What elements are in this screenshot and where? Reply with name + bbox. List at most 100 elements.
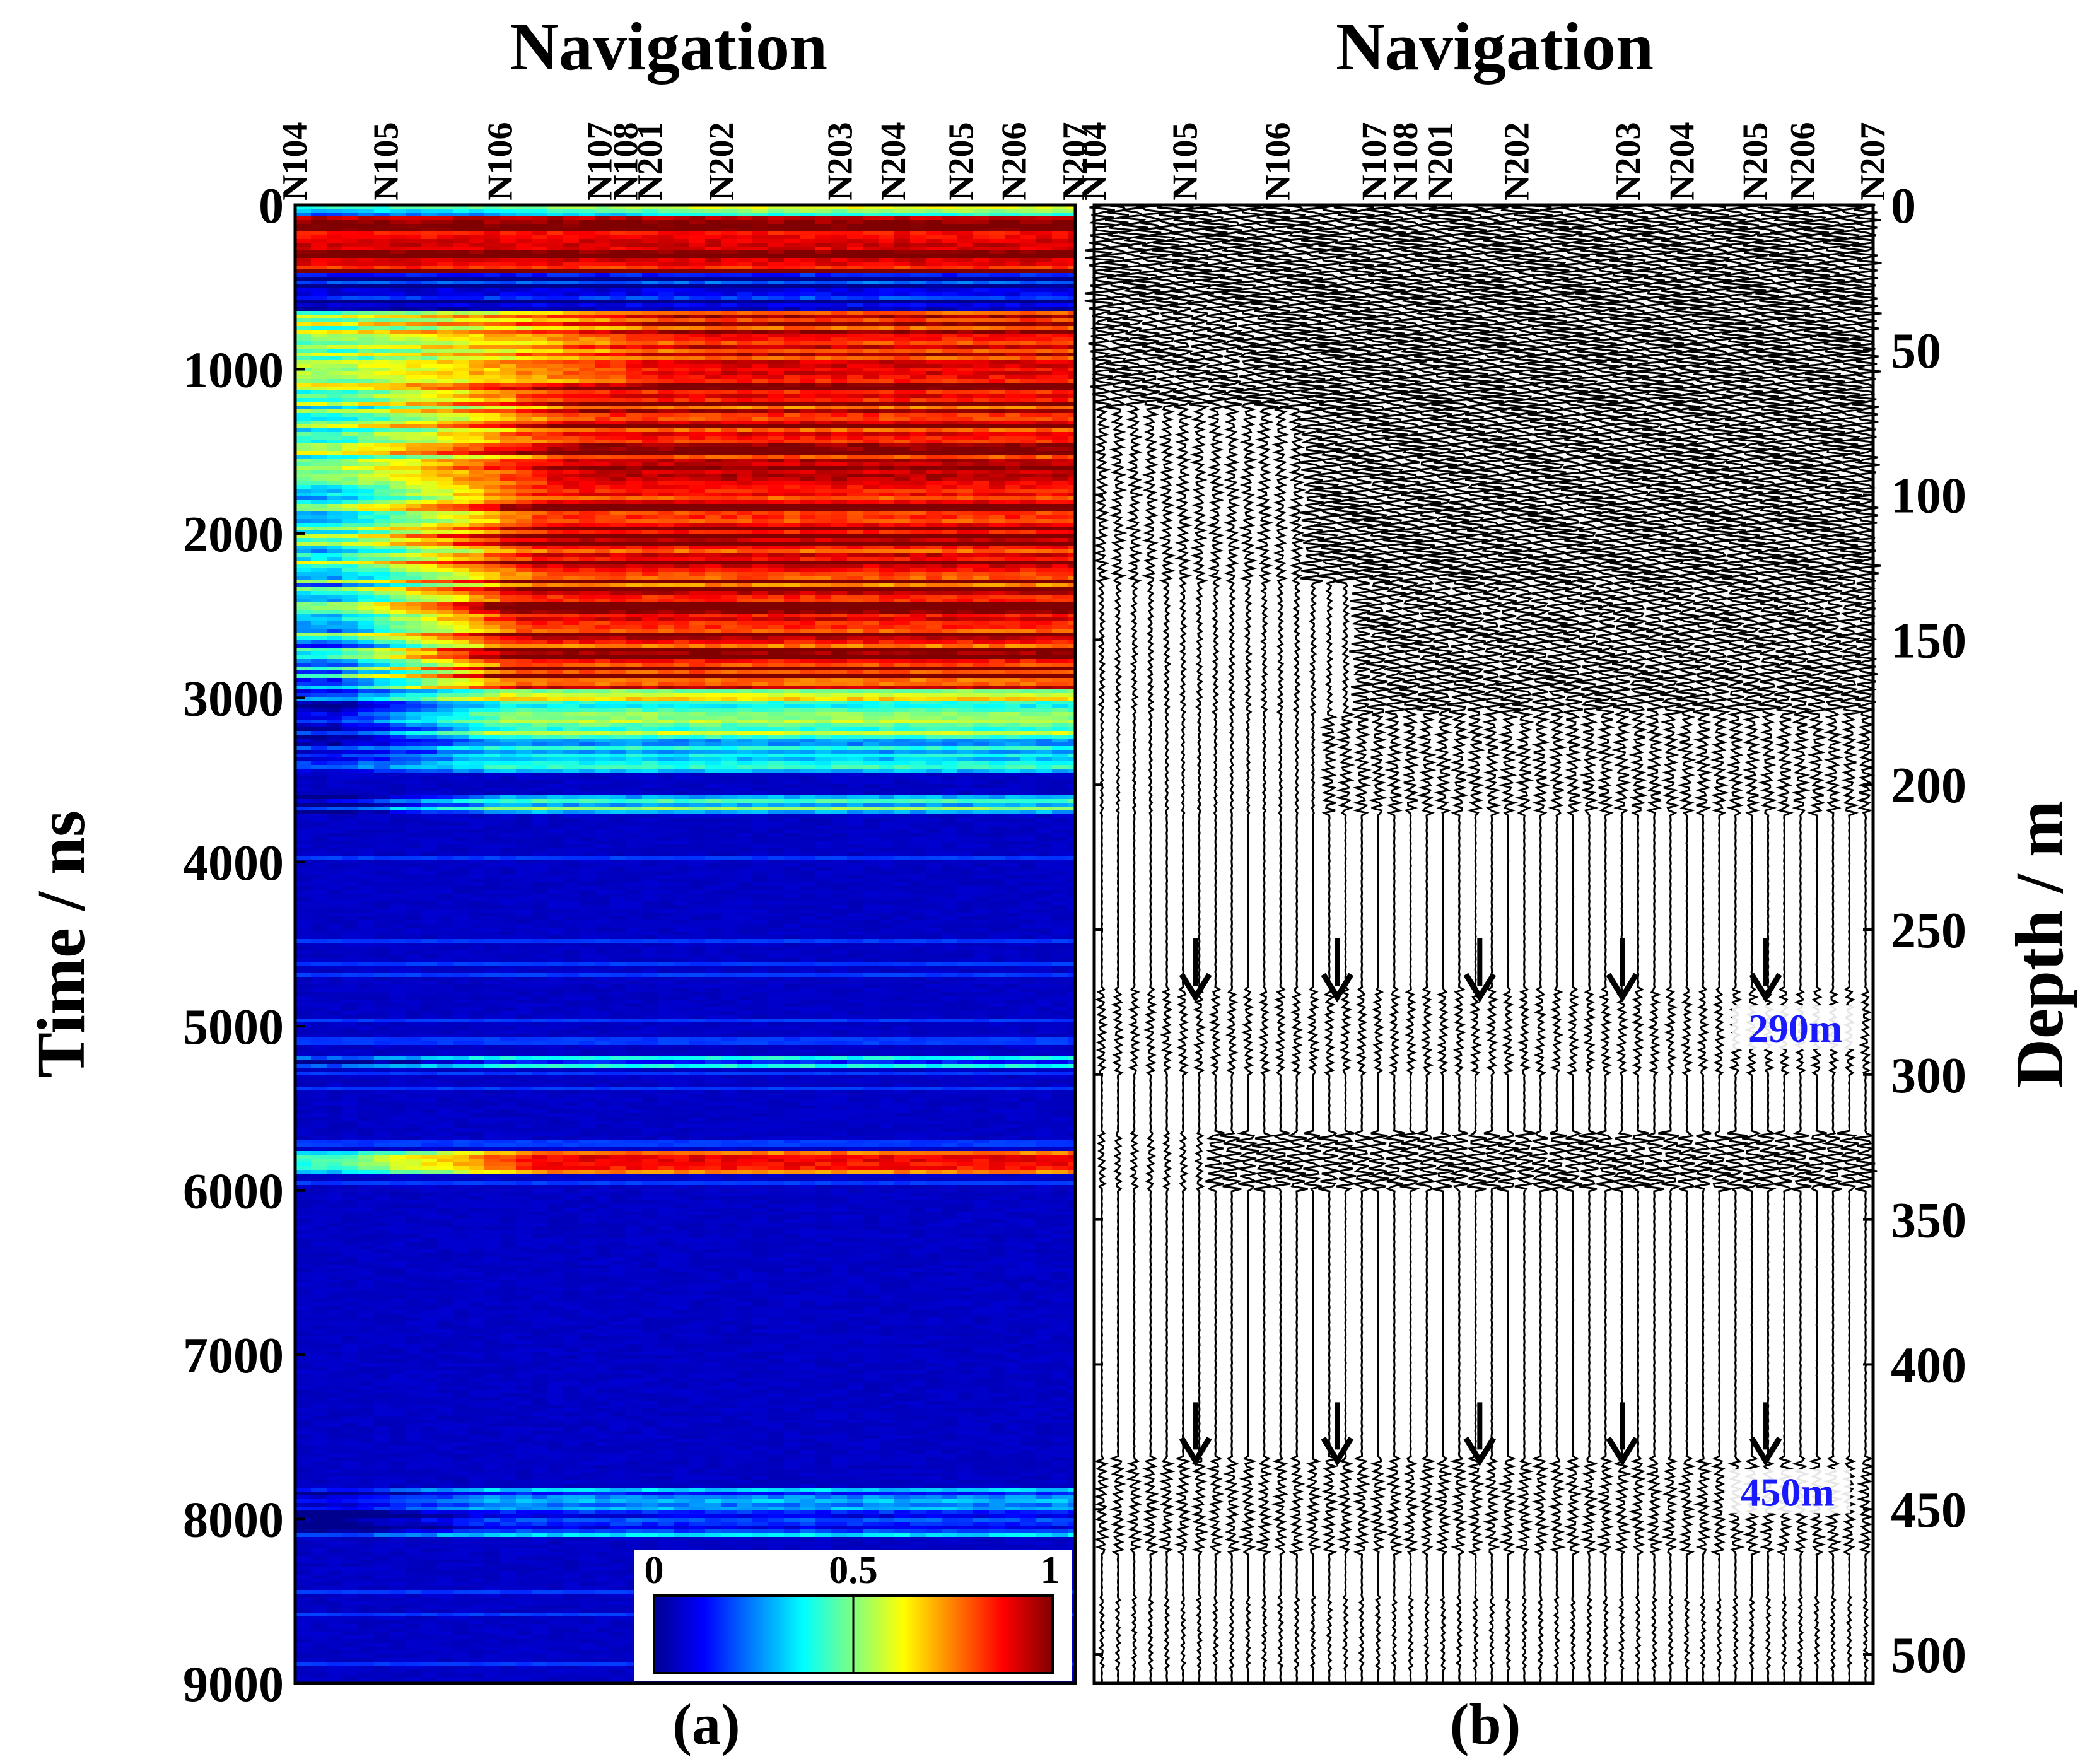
heatmap-cell <box>1020 360 1036 365</box>
heatmap-cell <box>863 216 879 221</box>
heatmap-cell <box>1068 470 1075 474</box>
heatmap-cell <box>658 477 674 482</box>
heatmap-cell <box>658 322 674 327</box>
heatmap-cell <box>406 334 421 338</box>
heatmap-cell <box>1020 436 1036 440</box>
heatmap-cell <box>942 387 973 391</box>
heatmap-cell <box>894 564 910 569</box>
heatmap-cell <box>768 470 784 474</box>
heatmap-cell <box>547 470 563 474</box>
heatmap-cell <box>815 417 831 421</box>
heatmap-cell <box>957 519 973 523</box>
heatmap-cell <box>626 421 642 425</box>
heatmap-cell <box>437 334 453 338</box>
heatmap-cell <box>437 360 453 365</box>
heatmap-cell <box>610 205 626 209</box>
heatmap-cell <box>957 496 973 501</box>
heatmap-cell <box>847 523 863 527</box>
heatmap-cell <box>295 576 311 580</box>
heatmap-cell <box>768 610 784 614</box>
heatmap-cell <box>421 614 437 618</box>
heatmap-cell <box>831 553 847 558</box>
heatmap-cell <box>1020 292 1036 296</box>
heatmap-cell <box>484 511 500 516</box>
heatmap-cell <box>674 421 689 425</box>
heatmap-cell <box>973 417 989 421</box>
heatmap-cell <box>721 402 737 406</box>
heatmap-cell <box>1068 440 1075 444</box>
heatmap-cell <box>579 307 595 312</box>
heatmap-cell <box>500 493 516 497</box>
heatmap-cell <box>1005 428 1020 433</box>
heatmap-cell <box>327 243 342 247</box>
heatmap-cell <box>358 485 374 489</box>
heatmap-cell <box>721 398 737 402</box>
heatmap-cell <box>437 387 453 391</box>
heatmap-cell <box>973 353 989 357</box>
heatmap-cell <box>390 599 406 603</box>
station-label-n107: N107 <box>581 122 620 201</box>
heatmap-cell <box>894 345 910 349</box>
heatmap-cell <box>1005 235 1020 240</box>
heatmap-cell <box>342 311 358 315</box>
heatmap-cell <box>532 576 547 580</box>
heatmap-cell <box>358 428 374 433</box>
heatmap-cell <box>437 447 453 452</box>
heatmap-cell <box>469 591 484 595</box>
heatmap-cell <box>295 356 311 361</box>
heatmap-cell <box>658 523 674 527</box>
heatmap-cell <box>926 466 942 470</box>
heatmap-cell <box>910 500 926 505</box>
heatmap-cell <box>390 636 406 641</box>
heatmap-cell <box>815 383 831 387</box>
heatmap-cell <box>327 432 342 436</box>
heatmap-cell <box>658 553 674 558</box>
heatmap-cell <box>295 534 311 539</box>
heatmap-cell <box>1036 406 1052 410</box>
heatmap-cell <box>800 300 815 304</box>
heatmap-cell <box>752 220 768 225</box>
heatmap-cell <box>942 322 957 327</box>
heatmap-cell <box>311 633 327 637</box>
heatmap-cell <box>342 318 358 323</box>
heatmap-cell <box>484 610 500 614</box>
heatmap-cell <box>973 387 989 391</box>
heatmap-cell <box>421 599 437 603</box>
heatmap-cell <box>642 421 658 425</box>
heatmap-cell <box>547 337 563 342</box>
heatmap-cell <box>626 353 642 357</box>
heatmap-cell <box>390 527 406 531</box>
heatmap-cell <box>1068 523 1075 527</box>
heatmap-cell <box>516 288 532 293</box>
heatmap-cell <box>879 413 894 418</box>
heatmap-cell <box>705 247 721 251</box>
heatmap-cell <box>390 477 406 482</box>
heatmap-cell <box>831 629 847 633</box>
heatmap-cell <box>563 621 579 626</box>
heatmap-cell <box>784 485 800 489</box>
heatmap-cell <box>642 489 658 493</box>
heatmap-cell <box>358 572 374 576</box>
heatmap-cell <box>721 421 737 425</box>
heatmap-cell <box>800 625 815 629</box>
heatmap-cell <box>453 644 469 648</box>
heatmap-cell <box>453 466 469 470</box>
heatmap-cell <box>358 349 374 353</box>
heatmap-cell <box>721 364 737 368</box>
heatmap-cell <box>689 368 705 372</box>
heatmap-cell <box>532 424 547 429</box>
heatmap-cell <box>957 360 973 365</box>
heatmap-cell <box>500 341 516 346</box>
heatmap-cell <box>563 614 579 618</box>
heatmap-cell <box>437 489 453 493</box>
heatmap-cell <box>737 334 752 338</box>
heatmap-cell <box>295 269 1075 274</box>
heatmap-cell <box>957 617 973 622</box>
heatmap-cell <box>957 436 973 440</box>
heatmap-cell <box>406 534 421 539</box>
heatmap-cell <box>595 364 610 368</box>
heatmap-cell <box>421 428 437 433</box>
heatmap-cell <box>374 466 390 470</box>
heatmap-cell <box>831 485 847 489</box>
heatmap-cell <box>390 239 406 243</box>
